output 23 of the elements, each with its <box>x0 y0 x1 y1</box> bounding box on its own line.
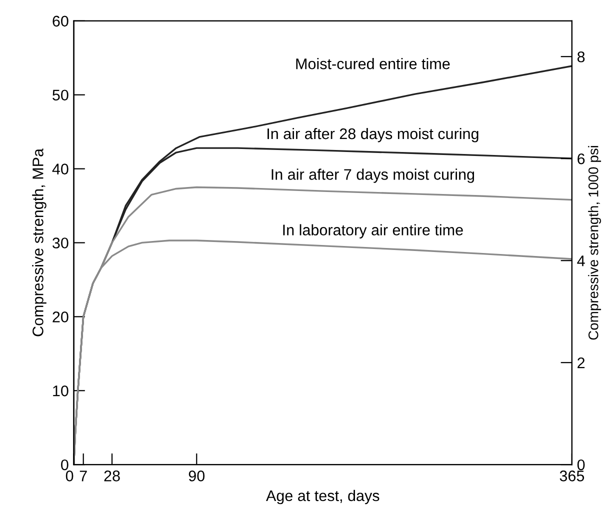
y-tick-label: 0 <box>61 459 68 470</box>
x-axis-title: Age at test, days <box>266 490 380 504</box>
y2-tick-label: 6 <box>578 153 585 164</box>
x-tick-label: 28 <box>104 470 120 482</box>
x-tick-label: 365 <box>560 470 584 482</box>
x-tick-label: 90 <box>188 470 205 482</box>
y-tick-label: 50 <box>52 90 68 101</box>
y-tick-label: 60 <box>52 16 68 27</box>
y2-tick-label: 2 <box>578 357 585 368</box>
y2-axis-title: Compressive strength, 1000 psi <box>588 146 602 340</box>
series-label: In air after 28 days moist curing <box>268 128 478 142</box>
y-tick-label: 40 <box>52 164 68 174</box>
y-tick-label: 30 <box>52 238 68 248</box>
series-label: In air after 7 days moist curing <box>272 168 474 183</box>
y-axis-title: Compressive strength, MPa <box>32 148 46 336</box>
y-tick-label: 20 <box>52 312 68 322</box>
y2-tick-label: 4 <box>577 256 585 266</box>
x-tick-label: 7 <box>80 470 87 482</box>
series-label: Moist-cured entire time <box>296 58 450 70</box>
series-label: In laboratory air entire time <box>283 224 463 238</box>
y2-tick-label: 8 <box>577 51 585 62</box>
y-tick-label: 10 <box>53 386 68 396</box>
y2-tick-label: 0 <box>577 459 585 470</box>
